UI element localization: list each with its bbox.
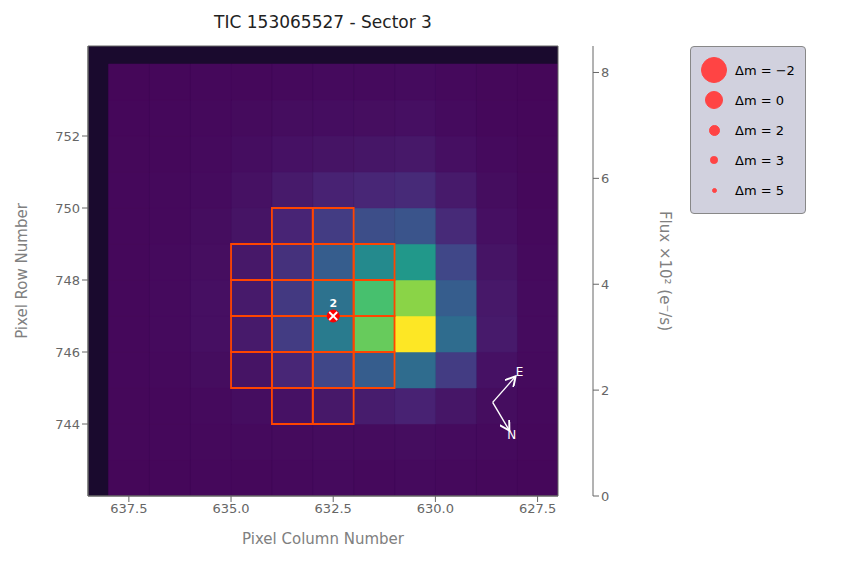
html-text:Δm = −2: Δm = −2 xyxy=(735,62,795,78)
svg-text:Pixel Row Number: Pixel Row Number xyxy=(13,202,31,339)
svg-text:750: 750 xyxy=(55,201,80,216)
svg-text:744: 744 xyxy=(55,417,80,432)
svg-text:2: 2 xyxy=(329,297,337,310)
svg-text:2: 2 xyxy=(601,383,609,398)
svg-text:N: N xyxy=(507,428,516,442)
html-text:Δm = 0: Δm = 0 xyxy=(735,92,784,108)
svg-text:637.5: 637.5 xyxy=(110,501,147,516)
svg-text:8: 8 xyxy=(601,65,609,80)
svg-text:635.0: 635.0 xyxy=(212,501,249,516)
html-text:Δm = 2: Δm = 2 xyxy=(735,122,784,138)
svg-text:Flux ×10² (e⁻/s): Flux ×10² (e⁻/s) xyxy=(656,211,674,331)
svg-text:627.5: 627.5 xyxy=(519,501,556,516)
html-text:Δm = 5: Δm = 5 xyxy=(735,182,784,198)
svg-text:630.0: 630.0 xyxy=(417,501,454,516)
html-text:Δm = 3: Δm = 3 xyxy=(735,152,784,168)
svg-text:E: E xyxy=(516,365,524,379)
svg-text:4: 4 xyxy=(601,277,609,292)
svg-text:752: 752 xyxy=(55,129,80,144)
svg-text:746: 746 xyxy=(55,345,80,360)
svg-text:6: 6 xyxy=(601,171,609,186)
svg-text:0: 0 xyxy=(601,489,609,504)
svg-text:748: 748 xyxy=(55,273,80,288)
svg-text:632.5: 632.5 xyxy=(315,501,352,516)
svg-text:Pixel Column Number: Pixel Column Number xyxy=(242,530,405,548)
html-text:TIC 153065527 - Sector 3: TIC 153065527 - Sector 3 xyxy=(214,12,432,32)
